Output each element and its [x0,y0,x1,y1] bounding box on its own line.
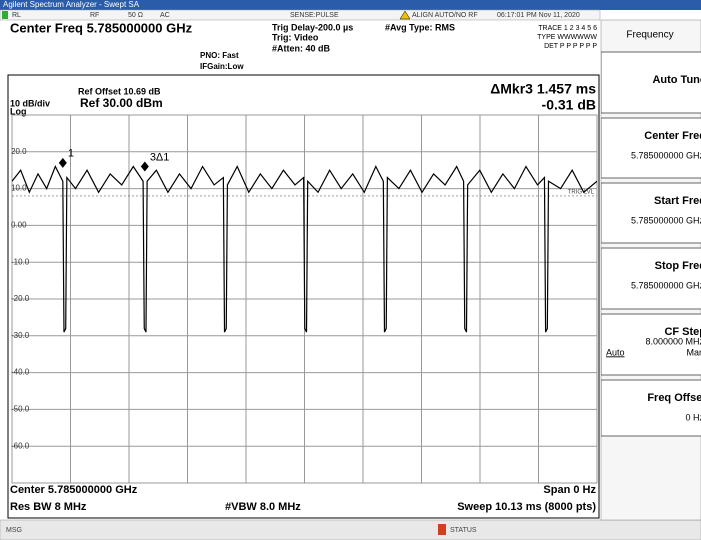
softkey-label: Freq Offset [647,392,701,404]
trig: Trig: Video [272,32,319,42]
y-tick-label: -30.0 [11,331,30,340]
marker-delta: -0.31 dB [542,97,596,113]
status-impedance: 50 Ω [128,12,143,19]
atten: #Atten: 40 dB [272,43,331,53]
ref-offset: Ref Offset 10.69 dB [78,86,161,96]
softkey-option: Man [686,347,701,357]
type-row: TYPE WWWWWW [537,34,597,41]
softkey[interactable] [601,313,701,376]
center-freq: Center Freq 5.785000000 GHz [10,20,193,35]
softkey-option: Auto [606,347,625,357]
softkey[interactable] [601,247,701,310]
trace-row: TRACE 1 2 3 4 5 6 [538,25,597,32]
status-align: ALIGN AUTO/NO RF [412,12,478,19]
trace [12,165,597,333]
status-rl: RL [12,12,21,19]
marker-label: 3Δ1 [150,151,170,163]
softkey[interactable] [601,379,701,437]
log: Log [10,106,27,116]
status-label[interactable]: STATUS [450,527,477,534]
avg-type: #Avg Type: RMS [385,22,455,32]
pno: PNO: Fast [200,51,239,60]
y-tick-label: 20.0 [11,147,27,156]
y-tick-label: -10.0 [11,257,30,266]
footer-center: Center 5.785000000 GHz [10,484,138,496]
softkey-label: Start Freq [654,195,701,207]
y-tick-label: -40.0 [11,368,30,377]
title-bar [0,0,701,10]
ifgain: IFGain:Low [200,62,244,71]
softkey-value: 5.785000000 GHz [631,150,701,160]
softkey[interactable] [601,117,701,179]
status-icon [438,524,446,535]
softkey[interactable] [601,51,701,114]
y-tick-label: -50.0 [11,405,30,414]
marker [58,157,67,168]
scale: 10 dB/div [10,98,50,108]
marker-readout: ΔMkr3 1.457 ms [490,81,596,97]
y-tick-label: -20.0 [11,294,30,303]
y-tick-label: 10.0 [11,184,27,193]
footer-rbw: Res BW 8 MHz [10,501,87,513]
softkey-value: 8.000000 MHz [645,336,701,346]
softkey-label: Stop Freq [655,260,701,272]
message-bar [0,519,701,540]
warning-icon [399,10,411,20]
softkey-label: CF Step [664,326,701,338]
softkey-value: 5.785000000 GHz [631,280,701,290]
softkey-value: 0 Hz [685,412,701,422]
trig-delay: Trig Delay-200.0 µs [272,22,353,32]
softkey-value: 5.785000000 GHz [631,215,701,225]
status-icon [2,11,8,19]
msg: MSG [6,527,22,534]
det-row: DET P P P P P P [544,43,597,50]
marker [140,161,149,172]
softkey[interactable] [601,182,701,244]
status-row [0,9,601,21]
y-tick-label: 0.00 [11,221,27,230]
ref-level: Ref 30.00 dBm [80,96,163,110]
status-datetime: 06:17:01 PM Nov 11, 2020 [497,12,580,19]
status-sense: SENSE:PULSE [290,12,339,19]
softkey-label: Center Freq [644,130,701,142]
softkey-menu: Frequency [626,30,673,41]
marker-label: 1 [68,148,74,160]
status-rf: RF [90,12,99,19]
y-tick-label: -60.0 [11,441,30,450]
footer-vbw: #VBW 8.0 MHz [225,501,301,513]
footer-sweep: Sweep 10.13 ms (8000 pts) [457,501,596,513]
window-title: Agilent Spectrum Analyzer - Swept SA [3,0,140,9]
softkey-label: Auto Tune [652,74,701,86]
footer-span: Span 0 Hz [543,484,596,496]
display-area [7,74,600,519]
trig-level-label: TRIG LVL [568,190,595,196]
status-coupling: AC [160,12,170,19]
